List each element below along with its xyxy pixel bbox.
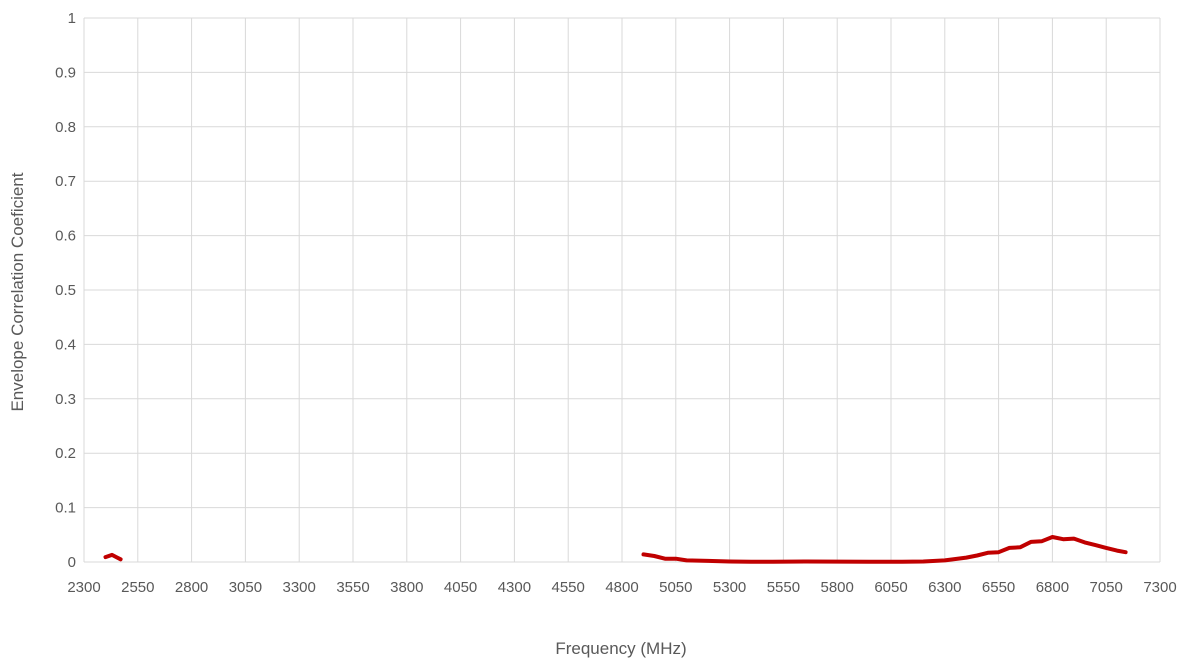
x-tick-label: 5300 [713,579,746,596]
x-tick-label: 6050 [874,579,907,596]
x-tick-label: 2300 [67,579,100,596]
x-tick-label: 6550 [982,579,1015,596]
data-point [750,560,752,563]
data-point [664,557,666,560]
data-point [104,556,107,558]
data-point [804,560,806,563]
data-point [1040,540,1043,543]
data-point [901,560,903,563]
y-tick-label: 0.7 [55,173,76,190]
data-point [976,554,978,557]
x-tick-label: 4800 [605,579,638,596]
x-tick-label: 5800 [821,579,854,596]
data-point [1030,541,1032,543]
data-point [685,559,688,562]
x-tick-label: 5550 [767,579,800,596]
data-point [1124,551,1127,553]
x-tick-label: 3800 [390,579,423,596]
y-tick-label: 0.5 [55,282,76,299]
data-point [1116,549,1118,552]
data-point [1019,546,1021,549]
data-point [987,552,989,554]
data-point [675,557,677,560]
data-point [1062,538,1064,540]
y-tick-label: 0.1 [55,500,76,517]
data-point [115,556,118,558]
data-point [965,556,968,559]
y-tick-label: 0.6 [55,228,76,245]
x-tick-label: 3050 [229,579,262,596]
x-tick-label: 3300 [283,579,316,596]
x-tick-label: 2550 [121,579,154,596]
data-point [653,555,656,557]
y-tick-label: 0.2 [55,445,76,462]
data-point [771,560,774,563]
x-tick-label: 7050 [1090,579,1123,596]
x-tick-label: 4050 [444,579,477,596]
series-group [103,535,1128,564]
data-point [836,560,838,563]
x-tick-label: 6800 [1036,579,1069,596]
data-point [728,560,731,563]
data-point [1051,536,1054,538]
series-line [103,552,123,562]
x-tick-label: 3550 [336,579,369,596]
series-line [641,535,1128,564]
data-point [922,560,925,563]
y-axis-title: Envelope Correlation Coeficient [8,172,27,411]
data-point [997,551,1000,553]
y-axis-ticks: 0 0.1 0.2 0.3 0.4 0.5 0.6 0.7 0.8 0.9 1 [55,10,76,571]
gridlines [83,17,1161,563]
x-tick-label: 7300 [1143,579,1176,596]
y-tick-label: 1 [68,10,76,27]
data-point [868,560,871,563]
data-point [642,553,645,556]
x-tick-label: 4550 [552,579,585,596]
x-tick-label: 4300 [498,579,531,596]
x-tick-label: 5050 [659,579,692,596]
data-point [111,554,113,556]
y-tick-label: 0 [68,554,76,571]
data-point [1105,547,1107,549]
y-tick-label: 0.8 [55,119,76,136]
y-tick-label: 0.4 [55,336,76,353]
y-tick-label: 0.3 [55,391,76,408]
data-point [1073,537,1075,540]
x-tick-label: 2800 [175,579,208,596]
data-point [1083,541,1086,544]
data-point [944,559,946,562]
x-axis-title: Frequency (MHz) [555,639,686,658]
data-point [1094,544,1097,546]
x-tick-label: 6300 [928,579,961,596]
y-tick-label: 0.9 [55,64,76,81]
data-point [1008,547,1011,549]
data-point [119,558,122,561]
data-point [707,560,709,562]
x-axis-ticks: 2300 2550 2800 3050 3300 3550 3800 4050 4300 4550… [67,579,1176,596]
